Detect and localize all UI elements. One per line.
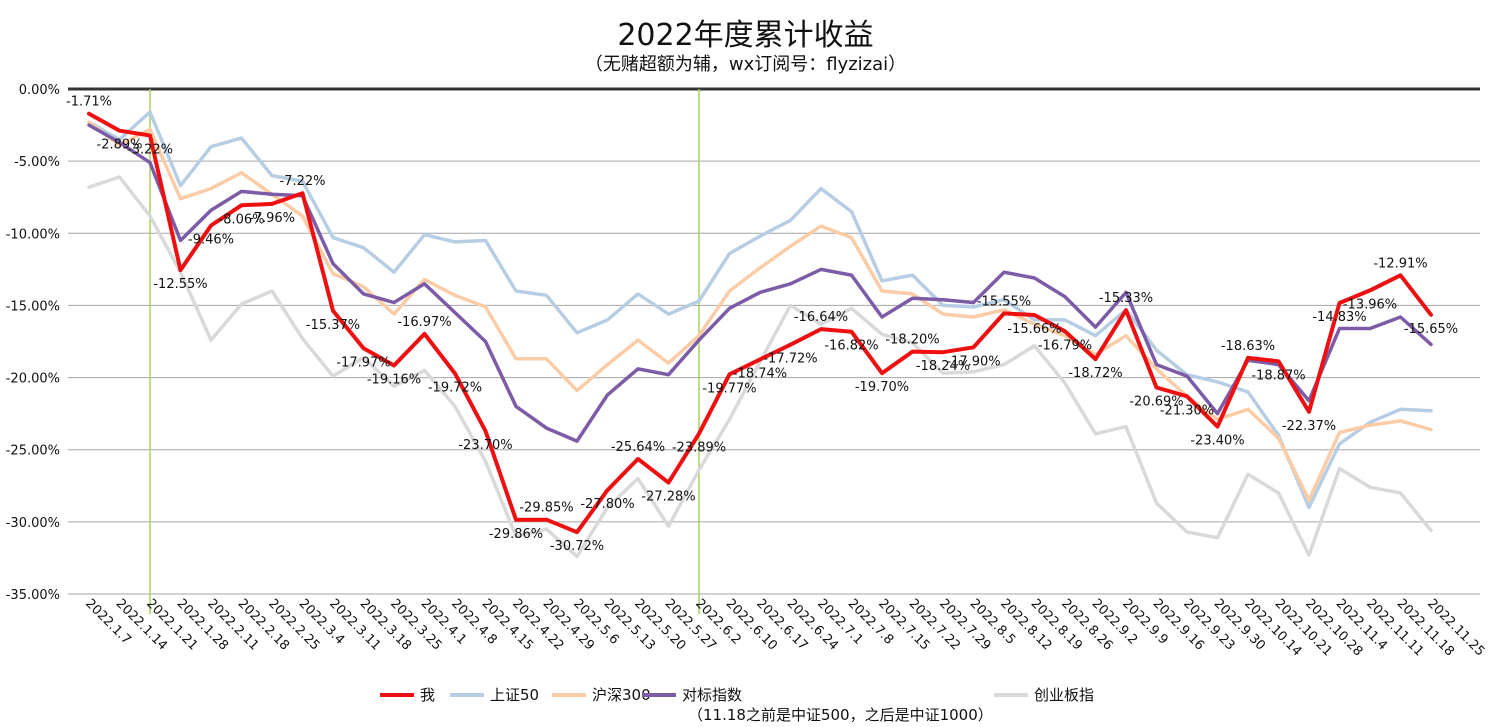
y-tick-label: 0.00% — [19, 83, 60, 98]
data-label: -16.64% — [794, 310, 848, 325]
y-tick-label: -25.00% — [6, 444, 60, 459]
legend-item-benchmark: 对标指数 — [642, 684, 742, 705]
data-label: -19.77% — [702, 381, 756, 396]
data-label: -27.28% — [641, 490, 695, 505]
data-label: -29.86% — [489, 527, 543, 542]
data-label: -19.70% — [855, 380, 909, 395]
data-label: -18.63% — [1221, 339, 1275, 354]
series-lines — [87, 110, 1433, 559]
data-label: -16.97% — [397, 315, 451, 330]
data-label: -18.74% — [733, 366, 787, 381]
data-label: -9.46% — [188, 232, 234, 247]
data-label: -19.16% — [367, 372, 421, 387]
legend-note: （11.18之前是中证500，之后是中证1000） — [688, 706, 993, 724]
data-label: -23.70% — [458, 438, 512, 453]
data-label: -3.22% — [127, 142, 173, 157]
data-label: -17.72% — [763, 352, 817, 367]
legend-label-sz50: 上证50 — [490, 686, 540, 704]
data-label: -18.20% — [885, 333, 939, 348]
data-label: -29.85% — [519, 501, 573, 516]
legend-swatch-chinext — [994, 692, 1028, 697]
series-line-我 — [87, 111, 1433, 535]
data-label: -14.83% — [1312, 310, 1366, 325]
data-label: -18.24% — [916, 359, 970, 374]
chart-subtitle: （无赌超额为辅，wx订阅号：flyzizai） — [584, 54, 907, 75]
legend-label-chinext: 创业板指 — [1034, 686, 1095, 704]
series-line-上证50 — [87, 110, 1433, 510]
legend-item-me: 我 — [380, 684, 435, 705]
data-label: -23.89% — [672, 441, 726, 456]
data-label: -15.65% — [1404, 322, 1458, 337]
data-label: -15.33% — [1099, 291, 1153, 306]
chart-title: 2022年度累计收益 — [617, 18, 874, 53]
data-label: -17.97% — [336, 355, 390, 370]
data-label: -22.37% — [1282, 419, 1336, 434]
data-label: -18.87% — [1251, 368, 1305, 383]
data-label: -23.40% — [1190, 434, 1244, 449]
marker-lines — [149, 89, 700, 614]
y-tick-label: -15.00% — [6, 299, 60, 314]
y-tick-label: -20.00% — [6, 372, 60, 387]
series-line-创业板指 — [87, 175, 1433, 559]
data-label: -7.22% — [280, 174, 326, 189]
data-label: -13.96% — [1343, 297, 1397, 312]
legend-item-sz50: 上证50 — [450, 684, 539, 705]
y-tick-label: -5.00% — [14, 155, 60, 170]
data-label: -17.90% — [946, 354, 1000, 369]
data-labels: -1.71%-2.89%-3.22%-12.55%-9.46%-8.06%-7.… — [66, 95, 1458, 555]
data-label: -1.71% — [66, 95, 112, 110]
data-label: -20.69% — [1129, 395, 1183, 410]
data-label: -15.37% — [306, 318, 360, 333]
legend-label-hs300: 沪深300 — [592, 686, 651, 704]
legend-item-hs300: 沪深300 — [552, 684, 651, 705]
legend-swatch-benchmark — [642, 692, 676, 697]
legend-swatch-me — [380, 692, 414, 697]
y-tick-label: -10.00% — [6, 227, 60, 242]
legend-label-me: 我 — [420, 686, 436, 704]
grid-lines — [68, 87, 1480, 595]
data-label: -16.82% — [824, 339, 878, 354]
legend-label-benchmark: 对标指数 — [682, 686, 743, 704]
data-label: -15.66% — [1007, 322, 1061, 337]
series-line-对标指数 — [87, 123, 1433, 443]
data-label: -15.55% — [977, 294, 1031, 309]
legend-swatch-hs300 — [552, 692, 586, 697]
legend-item-chinext: 创业板指 — [994, 684, 1094, 705]
data-label: -16.79% — [1038, 338, 1092, 353]
y-axis-labels: 0.00% -5.00% -10.00% -15.00% -20.00% -25.00% -… — [6, 83, 60, 603]
x-axis-labels: 2022.1.72022.1.142022.1.212022.1.282022.… — [82, 596, 1487, 659]
data-label: -12.55% — [153, 277, 207, 292]
data-label: -8.06% — [219, 212, 265, 227]
data-label: -25.64% — [611, 440, 665, 455]
data-label: -2.89% — [97, 138, 143, 153]
data-label: -18.72% — [1068, 366, 1122, 381]
y-tick-label: -35.00% — [6, 588, 60, 603]
legend-swatch-sz50 — [450, 692, 484, 697]
data-label: -21.30% — [1160, 403, 1214, 418]
data-label: -27.80% — [580, 497, 634, 512]
data-label: -19.72% — [428, 381, 482, 396]
data-label: -30.72% — [550, 539, 604, 554]
data-label: -7.96% — [249, 211, 295, 226]
data-label: -12.91% — [1373, 256, 1427, 271]
y-tick-label: -30.00% — [6, 516, 60, 531]
